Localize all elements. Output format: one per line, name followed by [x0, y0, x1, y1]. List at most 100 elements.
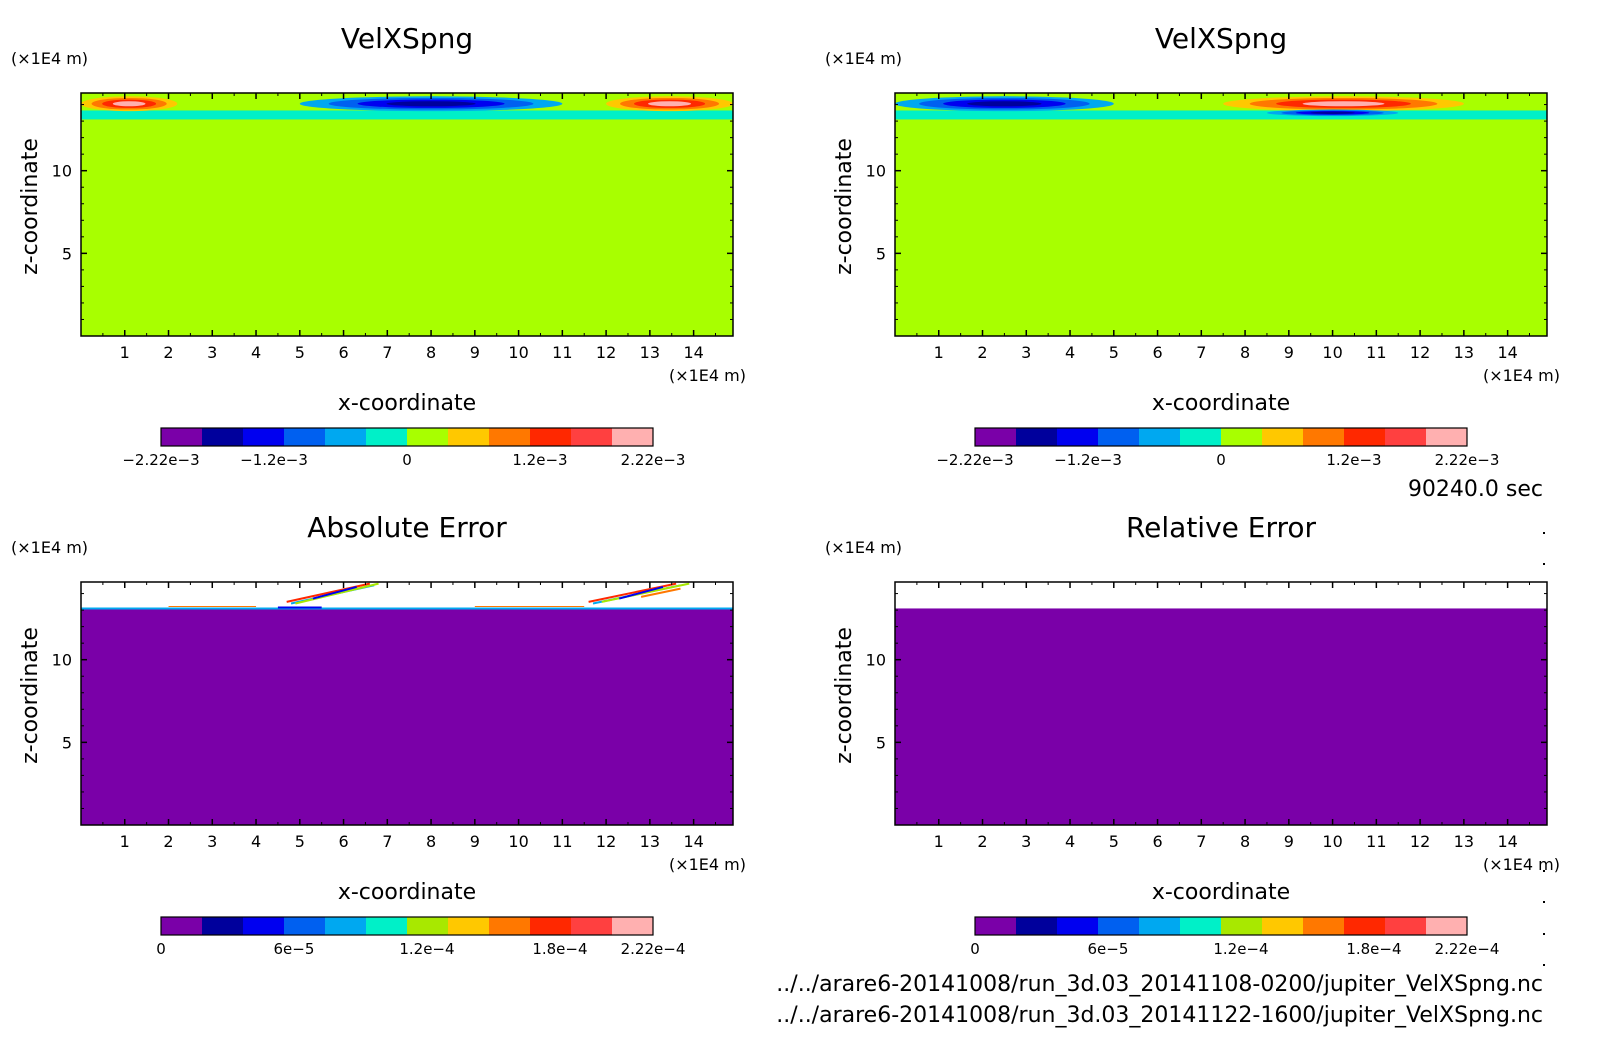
x-tick-label: 13: [1454, 832, 1474, 851]
band-layer: [81, 110, 733, 120]
x-tick-label: 3: [1021, 343, 1031, 362]
x-tick-label: 8: [1240, 832, 1250, 851]
x-tick-label: 7: [1196, 343, 1206, 362]
panel-4: Relative Error(×1E4 m)(×1E4 m)1 2 3 4 5 6 7 8 9 1…: [825, 511, 1560, 958]
x-axis-label: x-coordinate: [1152, 391, 1290, 416]
colorbar-tick-label: 0: [970, 940, 980, 958]
colorbar-swatch: [366, 428, 408, 446]
x-tick-label: 2: [163, 343, 173, 362]
y-tick-label: 10: [52, 162, 72, 181]
colorbar-swatch: [1016, 917, 1058, 935]
x-tick-label: 13: [640, 832, 660, 851]
y-tick-label: 5: [62, 733, 72, 752]
panel-title: Relative Error: [1126, 511, 1317, 544]
x-tick-label: 14: [683, 343, 703, 362]
x-tick-label: 14: [683, 832, 703, 851]
error-streak: [601, 582, 690, 603]
plot-frame: [80, 92, 734, 337]
colorbar-swatch: [448, 917, 490, 935]
x-tick-label: 13: [640, 343, 660, 362]
y-axis-label: z-coordinate: [832, 627, 857, 764]
x-tick-label: 9: [470, 343, 480, 362]
x-tick-label: 1: [934, 832, 944, 851]
colorbar-swatch: [202, 428, 244, 446]
colorbar-swatch: [243, 917, 285, 935]
colorbar-swatch: [1385, 917, 1427, 935]
panel-title: VelXSpng: [1155, 22, 1287, 55]
colorbar-swatch: [1180, 428, 1222, 446]
x-tick-label: 12: [596, 832, 616, 851]
y-unit-label: (×1E4 m): [825, 538, 902, 557]
colorbar-tick-label: 1.2e−4: [1213, 940, 1268, 958]
colorbar-swatch: [448, 428, 490, 446]
x-tick-label: 11: [552, 832, 572, 851]
field-background: [895, 582, 1547, 825]
x-tick-label: 9: [1284, 832, 1294, 851]
panel-title: VelXSpng: [341, 22, 473, 55]
colorbar-swatch: [1221, 917, 1263, 935]
field-background: [81, 582, 733, 825]
x-tick-label: 5: [1109, 343, 1119, 362]
colorbar-swatch: [1385, 428, 1427, 446]
colorbar-tick-label: 0: [1216, 451, 1226, 469]
y-unit-label: (×1E4 m): [11, 538, 88, 557]
error-streak: [640, 587, 681, 598]
y-unit-label: (×1E4 m): [11, 49, 88, 68]
file-path-1: ../../arare6-20141008/run_3d.03_20141108…: [776, 972, 1543, 997]
field-contour: [1302, 101, 1385, 107]
colorbar-swatch: [1303, 428, 1345, 446]
colorbar-swatch: [1344, 917, 1386, 935]
error-streak: [295, 582, 379, 605]
colorbar-swatch: [1262, 428, 1304, 446]
colorbar-tick-label: −1.2e−3: [1054, 451, 1122, 469]
colorbar-swatch: [530, 428, 572, 446]
colorbar-swatch: [1303, 917, 1345, 935]
y-tick-label: 5: [876, 733, 886, 752]
blank-region: [895, 582, 1547, 609]
colorbar-swatch: [1262, 917, 1304, 935]
x-tick-label: 3: [207, 832, 217, 851]
colorbar-tick-label: 1.2e−3: [1326, 451, 1381, 469]
plot-frame: [894, 581, 1548, 826]
colorbar-swatch: [284, 428, 326, 446]
x-tick-label: 14: [1497, 832, 1517, 851]
x-tick-label: 4: [251, 832, 261, 851]
field-contour: [386, 101, 476, 107]
x-axis-label: x-coordinate: [338, 391, 476, 416]
field-background: [895, 93, 1547, 336]
x-tick-label: 5: [295, 832, 305, 851]
colorbar-tick-label: 2.22e−4: [1435, 940, 1500, 958]
x-tick-label: 1: [120, 343, 130, 362]
y-tick-label: 10: [866, 162, 886, 181]
colorbar-swatch: [1139, 428, 1181, 446]
x-tick-label: 5: [1109, 832, 1119, 851]
x-tick-label: 1: [934, 343, 944, 362]
colorbar-tick-label: −2.22e−3: [122, 451, 199, 469]
colorbar-swatch: [975, 917, 1017, 935]
error-streak: [312, 585, 357, 600]
colorbar-swatch: [1344, 428, 1386, 446]
x-unit-label: (×1E4 m): [1483, 366, 1560, 385]
x-axis-label: x-coordinate: [1152, 880, 1290, 905]
x-tick-label: 6: [338, 832, 348, 851]
colorbar-swatch: [1221, 428, 1263, 446]
colorbar-tick-label: 1.8e−4: [532, 940, 587, 958]
colorbar-swatch: [975, 428, 1017, 446]
y-axis-label: z-coordinate: [18, 138, 43, 275]
x-tick-label: 2: [977, 343, 987, 362]
x-unit-label: (×1E4 m): [1483, 855, 1560, 874]
colorbar-swatch: [612, 917, 654, 935]
field-contour: [967, 101, 1042, 107]
colorbar-tick-label: −2.22e−3: [936, 451, 1013, 469]
colorbar-swatch: [161, 917, 203, 935]
colorbar-swatch: [1139, 917, 1181, 935]
field-contour: [112, 101, 146, 107]
field-contour: [647, 101, 692, 107]
y-tick-label: 5: [876, 244, 886, 263]
x-tick-label: 10: [508, 343, 528, 362]
x-tick-label: 5: [295, 343, 305, 362]
colorbar-swatch: [407, 428, 449, 446]
file-path-2: ../../arare6-20141008/run_3d.03_20141122…: [776, 1003, 1543, 1028]
colorbar-frame: [974, 916, 1468, 936]
